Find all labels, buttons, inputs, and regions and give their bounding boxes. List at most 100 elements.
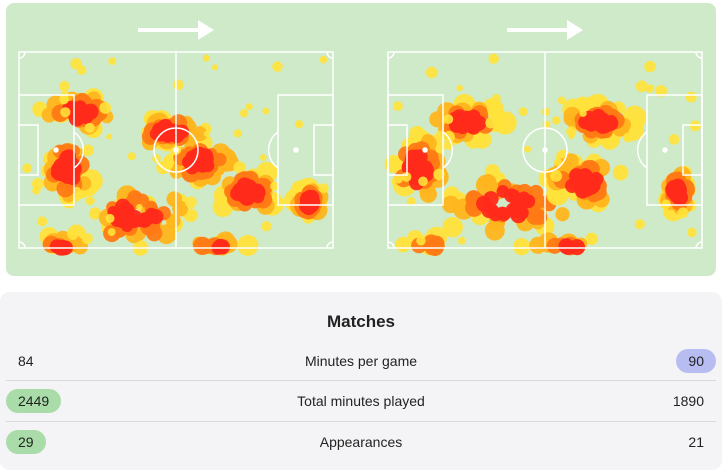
penalty-spot-left <box>53 147 59 153</box>
heat-spot <box>106 133 113 140</box>
heat-spot <box>239 109 249 118</box>
heat-spot <box>689 120 701 132</box>
stats-panel: Matches 84 Minutes per game 90 2449 Tota… <box>0 292 722 470</box>
center-spot <box>173 147 179 153</box>
heatmap-pitch <box>18 51 334 256</box>
stat-row-minutes-per-game: 84 Minutes per game 90 <box>6 345 716 377</box>
penalty-arc-left <box>73 131 85 169</box>
heat-spot <box>585 181 599 195</box>
heat-spot <box>475 174 498 196</box>
heat-spot <box>76 65 87 75</box>
heat-spot <box>59 80 70 92</box>
heat-spot <box>414 161 429 177</box>
heat-spot <box>259 154 267 161</box>
arrow-right-icon <box>138 20 214 40</box>
heat-spot <box>603 115 619 132</box>
stats-title: Matches <box>326 312 396 331</box>
heat-spot <box>239 188 253 202</box>
heat-spot <box>37 216 48 227</box>
heat-spot <box>425 66 438 79</box>
heat-spot <box>393 174 403 184</box>
heat-spot <box>22 163 32 174</box>
heat-spot <box>384 154 403 173</box>
heat-spot <box>294 120 304 129</box>
heat-spot <box>319 55 328 64</box>
heat-spot <box>119 203 135 219</box>
heat-spot <box>644 60 656 73</box>
heat-spot <box>67 228 79 241</box>
heat-spot <box>485 99 504 118</box>
heat-spot <box>550 170 563 182</box>
heat-spot <box>687 227 697 238</box>
heat-spot <box>245 103 253 111</box>
heat-spot <box>392 101 403 112</box>
heat-spot <box>513 238 531 256</box>
heat-spot <box>270 181 280 191</box>
heat-spot <box>443 114 454 124</box>
pitch-lines <box>18 51 334 249</box>
goal-box-left <box>18 124 39 176</box>
penalty-arc-right <box>267 131 279 169</box>
row-divider <box>6 380 716 381</box>
stat-label: Total minutes played <box>297 393 425 409</box>
heat-spot <box>685 91 697 103</box>
heat-spot <box>173 79 184 91</box>
stat-right-value: 90 <box>676 349 716 373</box>
heat-spot <box>166 123 182 139</box>
heat-spot <box>85 196 95 206</box>
heat-spot <box>418 176 428 187</box>
heat-spot <box>585 232 598 246</box>
heat-spot <box>233 129 242 138</box>
heat-spot <box>127 152 136 161</box>
heat-spot <box>99 101 112 114</box>
heat-spot <box>136 203 143 211</box>
penalty-arc-right <box>636 131 648 169</box>
corner-arc <box>326 241 334 249</box>
stat-label: Minutes per game <box>304 353 418 369</box>
heat-spot <box>635 80 648 93</box>
goal-box-right <box>682 124 703 176</box>
heat-spot <box>191 146 207 162</box>
heat-spot <box>558 238 575 255</box>
heat-spot <box>563 153 579 169</box>
heat-spot <box>541 107 551 116</box>
heat-spot <box>593 115 606 129</box>
stat-left-value: 84 <box>18 353 34 369</box>
penalty-spot-right <box>662 147 668 153</box>
heat-spot <box>272 61 283 72</box>
heat-spot <box>262 107 270 115</box>
heat-spot <box>406 196 416 206</box>
pitch-lines <box>387 51 703 249</box>
heat-spot <box>156 224 177 245</box>
heat-spot <box>81 232 93 245</box>
heat-spot <box>184 196 197 209</box>
heat-spot <box>435 130 444 139</box>
heat-spot <box>408 126 426 143</box>
heat-spot <box>510 207 527 224</box>
heatmap-pitch <box>384 51 703 257</box>
heat-spot <box>472 130 492 149</box>
corner-arc <box>326 51 334 59</box>
heat-spot <box>73 186 81 194</box>
penalty-spot-left <box>422 147 428 153</box>
heat-spot <box>661 199 671 209</box>
heat-spot <box>442 216 463 238</box>
heat-spot <box>305 199 319 213</box>
center-circle <box>522 127 568 173</box>
heat-spot <box>476 195 493 212</box>
heat-layer <box>22 54 329 256</box>
heat-spot <box>127 190 143 206</box>
heat-spot <box>105 213 115 223</box>
heat-layer <box>384 53 701 257</box>
row-divider <box>6 421 716 422</box>
stat-right-value: 1890 <box>672 393 704 409</box>
heat-spot <box>318 183 329 194</box>
center-spot <box>542 147 548 153</box>
stat-left-value: 29 <box>6 430 46 454</box>
heat-spot <box>212 152 227 167</box>
arrow-right-icon <box>507 20 583 40</box>
heat-spot <box>32 186 41 195</box>
heat-spot <box>524 145 532 153</box>
heat-spot <box>261 221 272 232</box>
heat-spot <box>60 149 75 164</box>
